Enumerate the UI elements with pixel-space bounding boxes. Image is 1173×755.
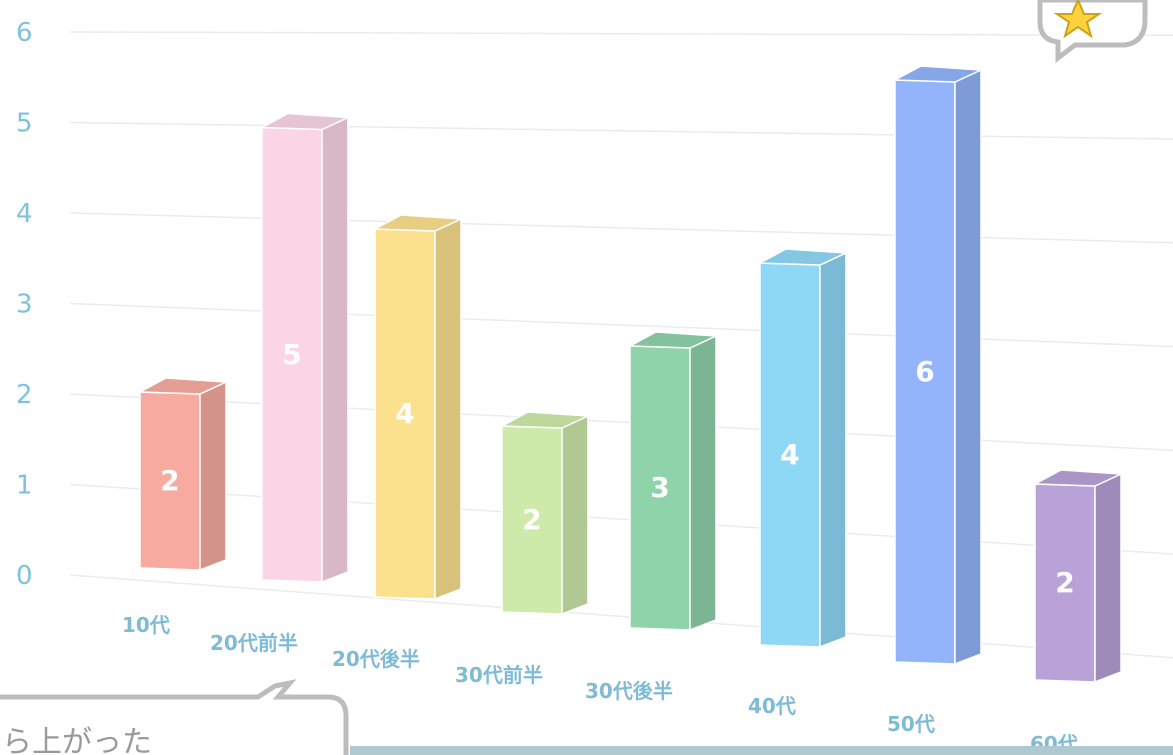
- bar-5: [627, 331, 717, 632]
- y-tick-label: 1: [16, 471, 33, 501]
- data-label: 5: [282, 338, 301, 371]
- x-tick-label: 20代後半: [332, 647, 420, 671]
- bars: 2 5 4 2 3 4 6 2: [137, 65, 1122, 684]
- gridlines: [69, 31, 1173, 659]
- x-tick-label: 50代: [887, 712, 935, 736]
- data-label: 4: [395, 397, 414, 430]
- y-tick-label: 6: [16, 18, 33, 48]
- y-tick-label: 4: [16, 199, 33, 229]
- y-axis-ticks: 0 1 2 3 4 5 6: [16, 18, 33, 591]
- bar-side: [199, 380, 227, 572]
- x-tick-label: 20代前半: [210, 631, 298, 655]
- bar-top: [259, 112, 349, 131]
- data-label: 6: [915, 355, 934, 388]
- gridline: [69, 31, 1173, 37]
- bar-side: [819, 251, 847, 649]
- bar-top: [137, 377, 227, 395]
- bar-side: [954, 68, 982, 666]
- gridline: [69, 483, 1173, 555]
- bar-6: [757, 248, 847, 649]
- bubble-text: ら上がった: [2, 725, 152, 755]
- bar-top: [1032, 469, 1122, 487]
- y-tick-label: 0: [16, 561, 33, 591]
- gridline: [69, 121, 1173, 140]
- speech-bubble: ら上がった: [0, 679, 349, 755]
- bar-top: [892, 65, 982, 83]
- bar-2: [259, 112, 349, 584]
- bar-8: [1032, 469, 1122, 684]
- star-speech-bubble-icon: [1037, 0, 1148, 64]
- x-tick-label: 10代: [122, 613, 170, 637]
- bar-3: [372, 214, 462, 601]
- bar-side: [321, 116, 349, 584]
- bar-side: [1094, 472, 1122, 684]
- data-label: 4: [780, 438, 799, 471]
- bar-top: [627, 331, 717, 349]
- bar-side: [434, 217, 462, 601]
- bottom-strip: [350, 746, 1173, 755]
- bar-top: [757, 248, 847, 266]
- bar-top: [499, 411, 589, 429]
- bar-1: [137, 377, 227, 572]
- y-tick-label: 5: [16, 109, 33, 139]
- data-label: 2: [522, 503, 541, 536]
- gridline: [69, 574, 1173, 659]
- y-tick-label: 2: [16, 380, 33, 410]
- data-label: 2: [160, 464, 179, 497]
- bar-7: [892, 65, 982, 666]
- gridline: [69, 393, 1173, 452]
- x-tick-label: 40代: [748, 694, 796, 718]
- x-tick-label: 30代前半: [455, 663, 543, 687]
- gridline: [69, 212, 1173, 244]
- data-label: 2: [1055, 566, 1074, 599]
- x-tick-label: 30代後半: [585, 679, 673, 703]
- y-tick-label: 3: [16, 290, 33, 320]
- bar-side: [689, 334, 717, 632]
- data-label: 3: [650, 471, 669, 504]
- gridline: [69, 302, 1173, 348]
- bar-side: [561, 414, 589, 616]
- bar-4: [499, 411, 589, 616]
- bar-top: [372, 214, 462, 232]
